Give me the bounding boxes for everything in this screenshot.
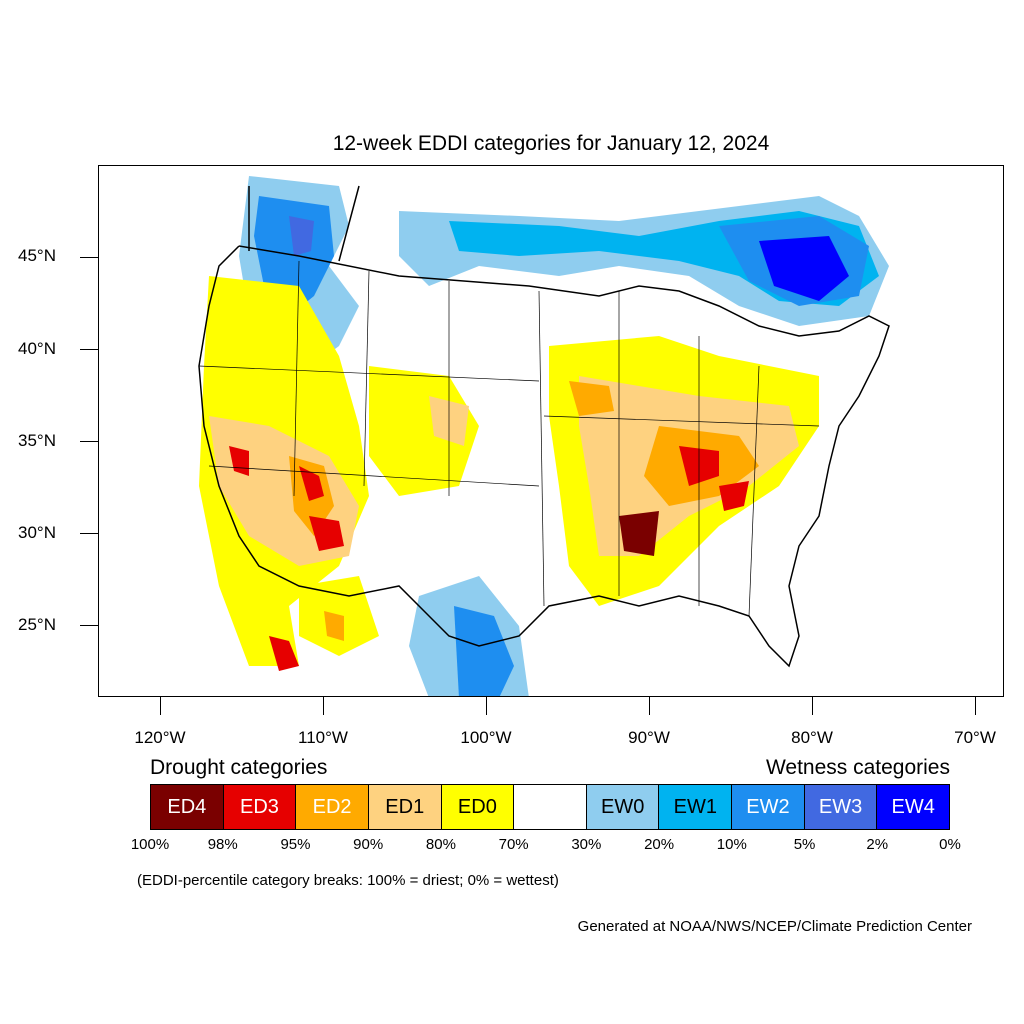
percent-break-label: 90% xyxy=(353,836,384,853)
boundaries xyxy=(198,185,890,668)
percent-break-label: 0% xyxy=(939,836,961,853)
lon-tick xyxy=(160,697,161,715)
lon-tick xyxy=(486,697,487,715)
lon-label-70: 70°W xyxy=(954,728,996,747)
category-breaks-note: (EDDI-percentile category breaks: 100% =… xyxy=(137,872,559,889)
lon-label-100: 100°W xyxy=(460,728,512,747)
legend-box-normal xyxy=(514,785,587,829)
legend-box-ed2: ED2 xyxy=(296,785,369,829)
legend-box-ed1: ED1 xyxy=(368,785,442,829)
wetness-categories-title: Wetness categories xyxy=(765,756,950,779)
percent-break-label: 2% xyxy=(866,836,889,853)
eddi-map-canvas xyxy=(198,176,890,696)
lat-label-35: 35°N xyxy=(18,431,56,450)
credit-line: Generated at NOAA/NWS/NCEP/Climate Predi… xyxy=(577,918,972,935)
drought-categories-title: Drought categories xyxy=(150,756,328,779)
legend-box-ew0: EW0 xyxy=(586,785,660,829)
percent-break-label: 80% xyxy=(425,836,456,853)
percent-break-label: 98% xyxy=(207,836,238,853)
percent-break-label: 95% xyxy=(280,836,311,853)
lat-label-40: 40°N xyxy=(18,339,56,358)
percent-break-label: 70% xyxy=(498,836,529,853)
lat-label-25: 25°N xyxy=(18,615,56,634)
legend-box-ed0: ED0 xyxy=(441,785,515,829)
map-title: 12-week EDDI categories for January 12, … xyxy=(332,132,770,155)
legend-box-ed3: ED3 xyxy=(223,785,297,829)
lon-tick xyxy=(975,697,976,715)
percent-break-label: 20% xyxy=(644,836,675,853)
percent-break-label: 5% xyxy=(793,836,816,853)
lon-tick xyxy=(323,697,324,715)
lat-tick xyxy=(80,625,98,626)
category-legend: ED4 ED3 ED2 ED1 ED0 EW0 EW1 EW2 EW3 EW4 xyxy=(150,784,950,830)
drought-regions xyxy=(199,276,819,671)
legend-box-ew3: EW3 xyxy=(804,785,878,829)
lat-label-45: 45°N xyxy=(18,246,56,265)
legend-box-ed4: ED4 xyxy=(151,785,224,829)
lon-label-110: 110°W xyxy=(298,728,348,747)
legend-box-ew4: EW4 xyxy=(877,785,950,829)
lat-tick xyxy=(80,441,98,442)
state-lines xyxy=(198,260,820,617)
lon-label-120: 120°W xyxy=(134,728,186,747)
lon-tick xyxy=(812,697,813,715)
percent-break-label: 100% xyxy=(130,836,170,853)
lat-tick xyxy=(80,533,98,534)
lat-tick xyxy=(80,349,98,350)
lat-tick xyxy=(80,257,98,258)
lon-tick xyxy=(649,697,650,715)
legend-box-ew1: EW1 xyxy=(659,785,733,829)
percent-break-label: 10% xyxy=(716,836,747,853)
eddi-map xyxy=(98,165,1004,697)
lat-label-30: 30°N xyxy=(18,523,56,542)
percent-break-label: 30% xyxy=(571,836,602,853)
lon-label-90: 90°W xyxy=(628,728,670,747)
legend-box-ew2: EW2 xyxy=(732,785,805,829)
lon-label-80: 80°W xyxy=(791,728,833,747)
